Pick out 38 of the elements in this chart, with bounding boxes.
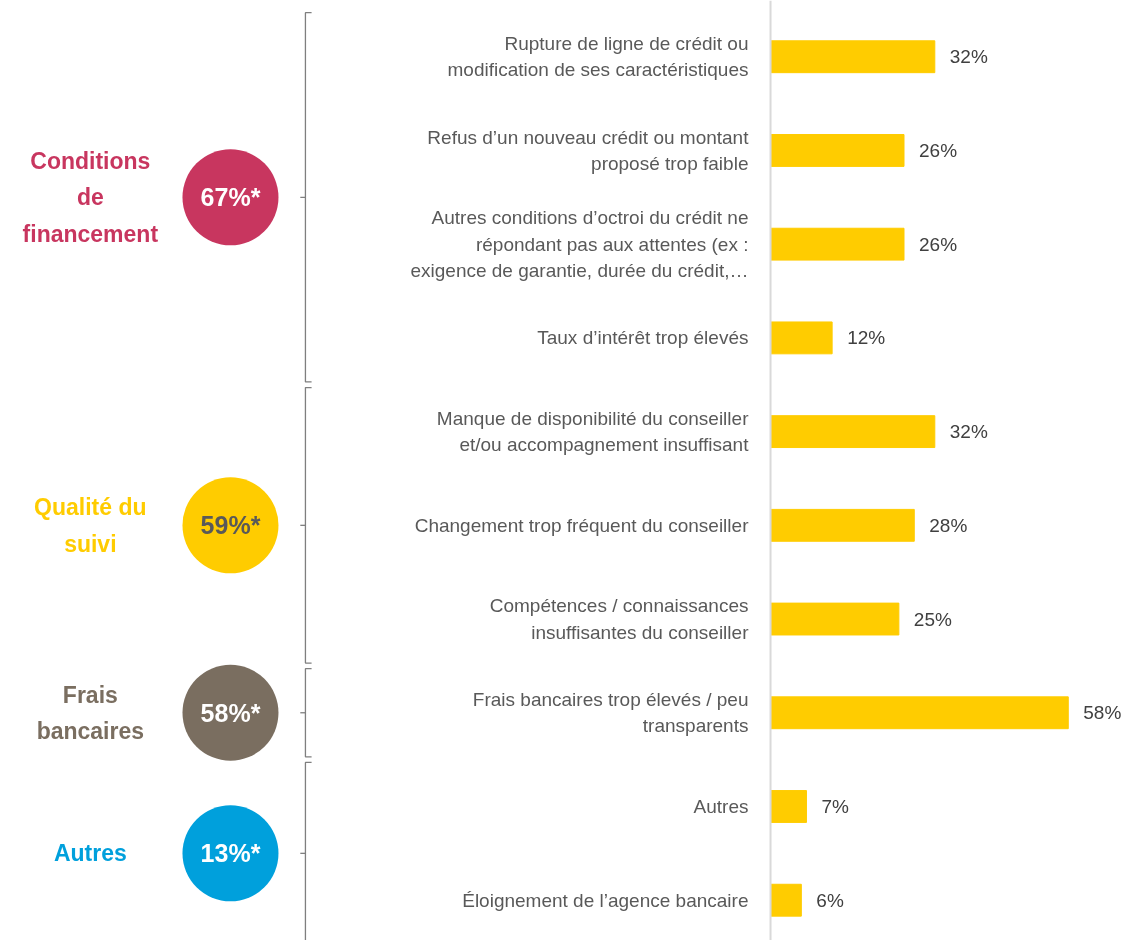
data-label: 6% — [816, 889, 844, 911]
text: Autres — [53, 840, 127, 867]
bar — [770, 883, 802, 917]
bar — [770, 508, 915, 542]
text: 13%* — [200, 839, 261, 868]
y-tick-label: Autres — [693, 795, 749, 817]
data-label: 28% — [929, 514, 968, 536]
data-label: 32% — [949, 421, 988, 443]
y-tick-label: Taux d’intérêt trop élevés — [537, 327, 749, 349]
data-label: 58% — [1083, 702, 1122, 724]
y-tick-label: Frais bancaires trop élevés / peu transparents — [472, 689, 749, 737]
y-tick-label: Changement trop fréquent du conseiller — [414, 514, 750, 536]
y-tick-label: Compétences / connaissances insuffisantes du conseiller — [489, 595, 750, 643]
text: Frais bancaires — [36, 681, 145, 744]
data-label: 12% — [847, 327, 886, 349]
bar — [770, 602, 900, 636]
text: 67%* — [200, 183, 261, 212]
bar — [770, 134, 905, 167]
bar — [770, 321, 833, 355]
text: 59%* — [200, 511, 261, 540]
text: Qualité du suivi — [34, 494, 147, 557]
y-tick-label: Refus d’un nouveau crédit ou montant proposé trop faible — [427, 126, 750, 175]
y-tick-label: Manque de disponibilité du conseiller et/ou accompagnement insuffisant — [436, 407, 750, 456]
y-tick-label: Éloignement de l’agence bancaire — [462, 889, 749, 911]
data-label: 25% — [913, 608, 952, 630]
text: 58%* — [200, 698, 261, 727]
data-label: 26% — [919, 139, 958, 161]
data-label: 26% — [919, 233, 958, 255]
y-tick-label: Rupture de ligne de crédit ou modification de ses caractéristiques — [447, 33, 749, 81]
bar — [770, 227, 905, 261]
y-tick-label: Autres conditions d’octroi du crédit ne répondant pas aux attentes (ex : exigence de garantie, durée du crédit,… — [410, 207, 749, 281]
bar — [770, 415, 936, 449]
bar — [770, 790, 807, 823]
bar — [770, 40, 936, 74]
data-label: 7% — [821, 795, 850, 817]
bar — [770, 696, 1069, 730]
text: Conditions de financement — [22, 147, 159, 247]
data-label: 32% — [949, 46, 988, 68]
